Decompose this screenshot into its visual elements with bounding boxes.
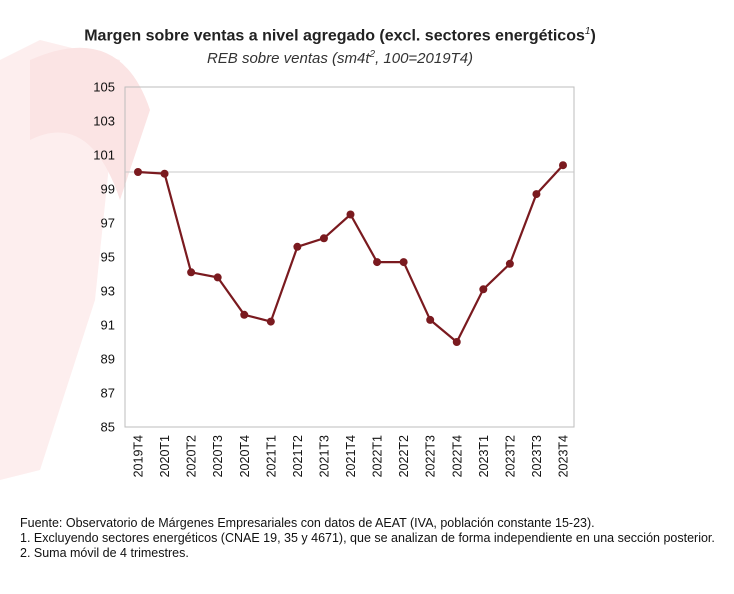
footnote-2: 2. Suma móvil de 4 trimestres. [20,546,189,560]
data-point-2022T2 [399,258,408,267]
y-tick-label: 103 [93,114,115,129]
chart-title: Margen sobre ventas a nivel agregado (ex… [84,26,596,45]
y-tick-label: 105 [93,80,115,95]
y-tick-label: 99 [101,182,115,197]
y-tick-label: 95 [101,250,115,265]
watermark-shape [0,40,120,480]
y-tick-label: 97 [101,216,115,231]
x-tick-label: 2019T4 [132,435,146,477]
data-point-2021T4 [346,210,355,219]
data-point-2020T1 [160,169,169,178]
y-tick-label: 91 [101,318,115,333]
data-point-2020T2 [187,268,196,277]
data-point-2023T1 [479,285,488,294]
data-point-2020T4 [240,310,249,319]
x-axis-ticks: 2019T4 2020T1 2020T2 2020T3 2020T4 2021T1 2021… [132,435,571,477]
y-tick-label: 101 [93,148,115,163]
x-tick-label: 2020T3 [211,435,225,477]
watermark-shape-2 [30,47,150,200]
data-point-2020T3 [213,273,222,282]
subtitle-footnote-ref: 2 [369,49,376,60]
series-line [137,164,564,344]
x-tick-label: 2023T3 [530,435,544,477]
x-tick-label: 2020T4 [238,435,252,477]
chart-subtitle: REB sobre ventas (sm4t2, 100=2019T4) [206,49,474,67]
data-point-2022T3 [426,315,435,324]
plot-area [124,86,575,428]
x-tick-label: 2020T1 [158,435,172,477]
footnote-1: 1. Excluyendo sectores energéticos (CNAE… [20,531,715,545]
x-tick-label: 2023T2 [503,435,517,477]
x-tick-label: 2023T1 [477,435,491,477]
y-tick-label: 87 [101,386,115,401]
x-tick-label: 2022T3 [424,435,438,477]
data-point-2022T1 [373,258,382,267]
series-markers [134,161,567,346]
x-tick-label: 2023T4 [557,435,571,477]
source-note: Fuente: Observatorio de Márgenes Empresa… [20,516,595,530]
x-tick-label: 2021T1 [264,435,278,477]
data-point-2022T4 [452,338,461,346]
data-point-2021T3 [319,234,328,243]
data-point-2021T1 [266,317,275,326]
data-point-2019T4 [134,168,142,176]
x-tick-label: 2021T4 [344,435,358,477]
x-tick-label: 2022T4 [450,435,464,477]
x-tick-label: 2022T2 [397,435,411,477]
title-footnote-ref: 1 [584,26,591,37]
data-point-2021T2 [293,242,302,251]
x-tick-label: 2021T3 [317,435,331,477]
y-axis-ticks: 105 103 101 99 97 95 93 91 89 87 85 [93,80,115,435]
x-tick-label: 2021T2 [291,435,305,477]
data-point-2023T2 [505,259,514,268]
data-point-2023T4 [559,161,567,170]
data-point-2023T3 [532,190,541,199]
x-tick-label: 2022T1 [371,435,385,477]
y-tick-label: 89 [101,352,115,367]
x-tick-label: 2020T2 [185,435,199,477]
y-tick-label: 85 [101,420,115,435]
y-tick-label: 93 [101,284,115,299]
footnotes: Fuente: Observatorio de Márgenes Empresa… [20,516,726,561]
